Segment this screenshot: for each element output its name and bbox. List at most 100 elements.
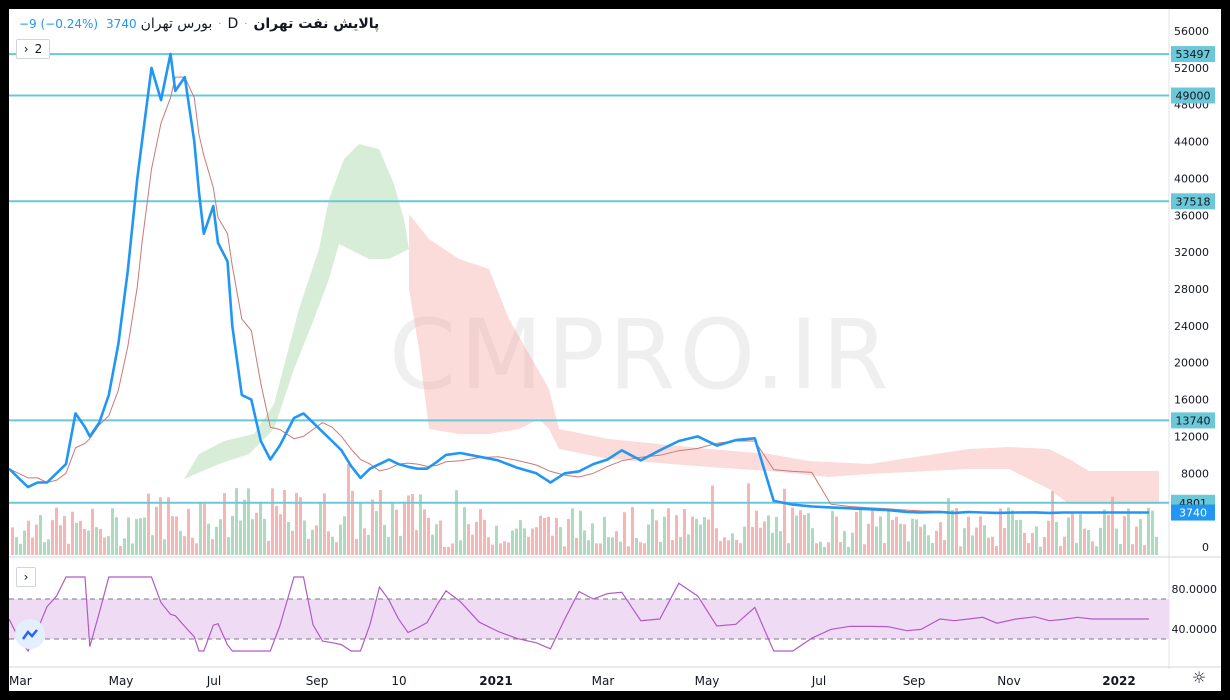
volume-bar: [767, 515, 770, 555]
volume-bar: [787, 543, 790, 555]
volume-bar: [587, 540, 590, 555]
volume-bar: [1143, 545, 1146, 555]
volume-bar: [239, 520, 242, 555]
volume-bar: [399, 535, 402, 555]
volume-bar: [763, 521, 766, 555]
volume-bar: [1139, 519, 1142, 555]
volume-bar: [267, 540, 270, 555]
volume-bar: [623, 512, 626, 555]
volume-bar: [631, 507, 634, 555]
volume-bar: [639, 542, 642, 555]
collapse-panes-button[interactable]: › 2: [16, 39, 50, 59]
volume-bar: [403, 501, 406, 555]
volume-bar: [319, 502, 322, 555]
volume-bar: [1155, 536, 1158, 555]
volume-bar: [1011, 510, 1014, 555]
chart-area[interactable]: CMPRO.IR 0400080001200016000200002400028…: [9, 9, 1221, 691]
level-label: 53497: [1176, 48, 1211, 61]
volume-bar: [327, 531, 330, 555]
volume-bar: [295, 492, 298, 555]
volume-bar: [143, 517, 146, 555]
volume-bar: [431, 534, 434, 555]
volume-bar: [835, 516, 838, 555]
volume-bar: [151, 535, 154, 555]
volume-bar: [923, 524, 926, 555]
volume-bar: [511, 530, 514, 555]
volume-bar: [451, 543, 454, 555]
volume-bar: [387, 536, 390, 555]
volume-bar: [771, 532, 774, 555]
volume-bar: [615, 531, 618, 555]
volume-bar: [803, 515, 806, 555]
settings-gear-icon[interactable]: ☼: [1191, 667, 1207, 687]
volume-bar: [119, 546, 122, 555]
volume-bar: [379, 489, 382, 555]
volume-bar: [135, 519, 138, 555]
volume-bar: [315, 525, 318, 555]
volume-bar: [1123, 516, 1126, 555]
volume-bar: [1043, 537, 1046, 555]
volume-bar: [527, 536, 530, 555]
volume-bar: [1051, 491, 1054, 555]
time-tick-label: Sep: [306, 674, 329, 688]
volume-bar: [675, 515, 678, 555]
volume-bar: [275, 505, 278, 555]
volume-bar: [1063, 536, 1066, 555]
volume-bar: [139, 518, 142, 555]
volume-bar: [1107, 514, 1110, 555]
volume-bar: [499, 543, 502, 555]
time-tick-label: May: [695, 674, 720, 688]
volume-bar: [223, 493, 226, 555]
volume-bar: [159, 497, 162, 555]
time-tick-label: 2021: [479, 674, 512, 688]
volume-bar: [983, 525, 986, 555]
volume-bar: [783, 488, 786, 555]
volume-bar: [779, 531, 782, 555]
last-change: −9 (−0.24%): [19, 17, 99, 31]
watermark: CMPRO.IR: [389, 299, 893, 411]
volume-bar: [107, 536, 110, 555]
volume-bar: [1151, 510, 1154, 555]
rsi-axis-ticks: 40.0000 80.0000: [1172, 583, 1218, 636]
volume-bar: [63, 516, 66, 555]
price-chart-svg[interactable]: 0400080001200016000200002400028000320003…: [9, 9, 1221, 691]
interval-label: D: [227, 16, 239, 32]
volume-bar: [203, 503, 206, 555]
volume-bar: [775, 516, 778, 555]
time-tick-label: Jul: [811, 674, 826, 688]
volume-bar: [19, 543, 22, 555]
time-tick-label: Sep: [903, 674, 926, 688]
volume-bar: [131, 543, 134, 555]
volume-bar: [235, 488, 238, 555]
volume-bar: [259, 501, 262, 555]
symbol-name: پالایش نفت تهران: [253, 16, 380, 32]
time-tick-label: 10: [391, 674, 406, 688]
volume-bar: [299, 497, 302, 555]
volume-bar: [715, 528, 718, 555]
volume-bar: [611, 537, 614, 555]
volume-bar: [495, 525, 498, 555]
rsi-line: [9, 576, 1149, 653]
volume-bar: [435, 524, 438, 555]
volume-bar: [975, 527, 978, 555]
ichimoku-cloud-bear: [409, 214, 1159, 504]
volume-bar: [55, 507, 58, 555]
tradingview-logo-icon[interactable]: [15, 619, 45, 649]
volume-bar: [575, 537, 578, 555]
rsi-expand-button[interactable]: ›: [16, 567, 36, 587]
volume-bar: [1147, 507, 1150, 555]
volume-bar: [1131, 544, 1134, 555]
volume-bar: [1007, 507, 1010, 555]
level-label-bg: [1171, 193, 1215, 210]
horizontal-levels: [9, 53, 1169, 504]
volume-bar: [555, 518, 558, 555]
volume-bar: [211, 539, 214, 555]
volume-bar: [891, 519, 894, 555]
volume-bar: [863, 544, 866, 555]
volume-bar: [703, 516, 706, 555]
volume-bar: [1055, 521, 1058, 555]
price-line: [9, 52, 1149, 515]
price-axis-ticks: 0400080001200016000200002400028000320003…: [1174, 25, 1209, 554]
volume-bar: [871, 510, 874, 555]
